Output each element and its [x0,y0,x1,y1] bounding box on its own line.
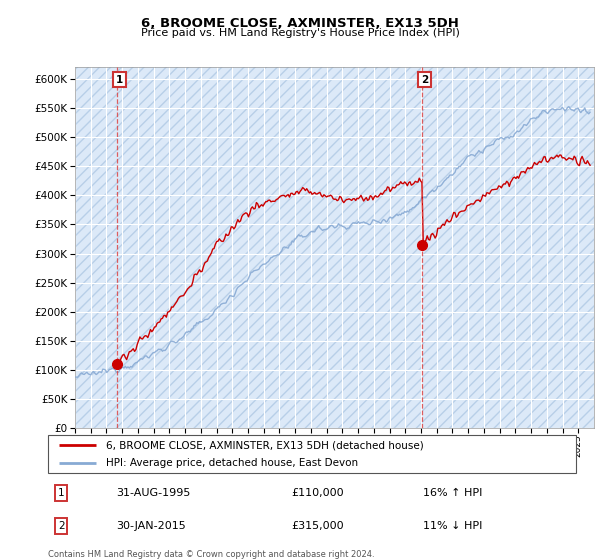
Text: Contains HM Land Registry data © Crown copyright and database right 2024.
This d: Contains HM Land Registry data © Crown c… [48,550,374,560]
Text: 6, BROOME CLOSE, AXMINSTER, EX13 5DH: 6, BROOME CLOSE, AXMINSTER, EX13 5DH [141,17,459,30]
Text: £315,000: £315,000 [291,521,344,531]
Text: 11% ↓ HPI: 11% ↓ HPI [423,521,482,531]
Text: 2: 2 [58,521,65,531]
Text: 2: 2 [421,75,428,85]
Text: HPI: Average price, detached house, East Devon: HPI: Average price, detached house, East… [106,458,358,468]
Text: 1: 1 [116,75,123,85]
Text: Price paid vs. HM Land Registry's House Price Index (HPI): Price paid vs. HM Land Registry's House … [140,28,460,38]
Text: 30-JAN-2015: 30-JAN-2015 [116,521,187,531]
Text: £110,000: £110,000 [291,488,344,498]
Text: 1: 1 [58,488,65,498]
FancyBboxPatch shape [48,435,576,473]
Text: 6, BROOME CLOSE, AXMINSTER, EX13 5DH (detached house): 6, BROOME CLOSE, AXMINSTER, EX13 5DH (de… [106,440,424,450]
Text: 16% ↑ HPI: 16% ↑ HPI [423,488,482,498]
Text: 31-AUG-1995: 31-AUG-1995 [116,488,191,498]
